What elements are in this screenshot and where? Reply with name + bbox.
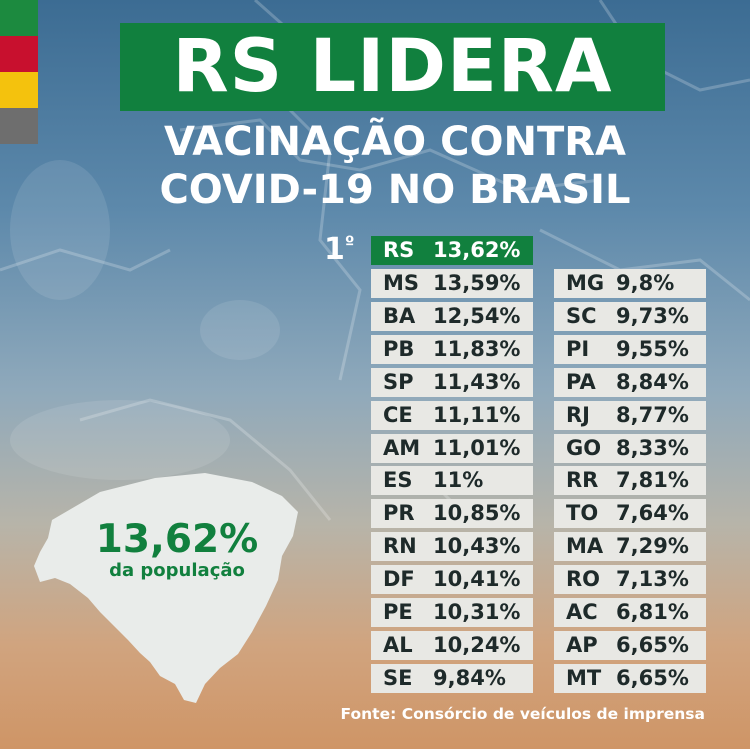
state-row: AP 6,65% — [554, 630, 706, 660]
state-pct: 10,43% — [433, 534, 521, 559]
state-uf: TO — [566, 501, 599, 526]
state-pct: 10,41% — [433, 567, 521, 592]
flag-stripe-red — [0, 36, 38, 72]
state-uf: AM — [383, 435, 421, 460]
state-row: ES 11% — [371, 466, 533, 496]
state-row: SC 9,73% — [554, 301, 706, 331]
state-uf: MS — [383, 271, 420, 295]
highlight-value: 13,62% — [95, 517, 259, 562]
state-uf: PE — [383, 600, 413, 624]
leader-uf: RS — [383, 238, 415, 262]
state-row: MT 6,65% — [554, 663, 706, 693]
state-uf: PA — [566, 369, 596, 394]
state-pct: 12,54% — [433, 303, 521, 328]
state-uf: AL — [383, 632, 413, 657]
state-pct: 7,81% — [616, 468, 689, 493]
state-pct: 7,64% — [616, 501, 689, 526]
state-pct: 6,65% — [616, 632, 689, 657]
leader-row: RS 13,62% — [371, 236, 533, 265]
state-row: AM 11,01% — [371, 433, 533, 463]
state-row: MS 13,59% — [371, 269, 533, 298]
state-uf: SE — [383, 665, 413, 690]
state-row: AC 6,81% — [554, 598, 706, 627]
state-row: PE 10,31% — [371, 598, 533, 627]
state-pct: 6,81% — [616, 600, 689, 624]
subtitle-line-2: COVID-19 NO BRASIL — [159, 167, 631, 213]
state-row: PB 11,83% — [371, 334, 533, 364]
headline: RS LIDERA — [120, 23, 665, 111]
state-uf: MT — [566, 665, 602, 690]
subtitle-line-1: VACINAÇÃO CONTRA — [164, 119, 626, 165]
state-uf: MA — [566, 534, 604, 559]
state-pct: 11% — [433, 468, 484, 493]
state-uf: PI — [566, 336, 590, 361]
state-uf: BA — [383, 303, 416, 328]
state-pct: 8,77% — [616, 402, 689, 427]
subtitle: VACINAÇÃO CONTRA COVID-19 NO BRASIL — [100, 118, 690, 214]
state-pct: 7,13% — [616, 567, 689, 592]
state-row: BA 12,54% — [371, 301, 533, 331]
state-pct: 10,85% — [433, 501, 521, 526]
state-pct: 9,73% — [616, 303, 689, 328]
state-row: PA 8,84% — [554, 367, 706, 397]
state-row: PR 10,85% — [371, 499, 533, 529]
state-pct: 10,24% — [433, 632, 521, 657]
rs-flag-stripes — [0, 0, 38, 144]
state-uf: SC — [566, 303, 597, 328]
state-row: MA 7,29% — [554, 532, 706, 562]
state-pct: 9,55% — [616, 336, 689, 361]
state-row: SE 9,84% — [371, 663, 533, 693]
flag-stripe-yellow — [0, 72, 38, 108]
state-pct: 7,29% — [616, 534, 689, 559]
state-row: AL 10,24% — [371, 630, 533, 660]
flag-stripe-gray — [0, 108, 38, 144]
state-uf: RR — [566, 468, 599, 493]
state-row: TO 7,64% — [554, 499, 706, 529]
state-uf: CE — [383, 402, 413, 427]
state-uf: MG — [566, 271, 605, 295]
state-pct: 10,31% — [433, 600, 521, 624]
state-uf: AP — [566, 632, 598, 657]
state-pct: 11,11% — [433, 402, 521, 427]
state-uf: RO — [566, 567, 601, 592]
state-uf: AC — [566, 600, 598, 624]
state-row: SP 11,43% — [371, 367, 533, 397]
state-row: PI 9,55% — [554, 334, 706, 364]
state-pct: 8,33% — [616, 435, 689, 460]
state-pct: 11,01% — [433, 435, 521, 460]
state-row: DF 10,41% — [371, 565, 533, 595]
state-row: RR 7,81% — [554, 466, 706, 496]
state-pct: 6,65% — [616, 665, 689, 690]
state-pct: 11,83% — [433, 336, 521, 361]
flag-stripe-green — [0, 0, 38, 36]
state-pct: 11,43% — [433, 369, 521, 394]
state-row: GO 8,33% — [554, 433, 706, 463]
highlight-label: da população — [109, 560, 245, 581]
state-pct: 8,84% — [616, 369, 689, 394]
state-uf: SP — [383, 369, 414, 394]
state-uf: RJ — [566, 402, 590, 427]
state-uf: PR — [383, 501, 415, 526]
state-uf: ES — [383, 468, 413, 493]
state-row: MG 9,8% — [554, 269, 706, 298]
state-uf: DF — [383, 567, 415, 592]
state-uf: PB — [383, 336, 415, 361]
state-pct: 9,84% — [433, 665, 506, 690]
leader-pct: 13,62% — [433, 238, 521, 262]
state-uf: RN — [383, 534, 417, 559]
state-pct: 9,8% — [616, 271, 675, 295]
rank-label: 1º — [324, 232, 355, 267]
state-row: RJ 8,77% — [554, 400, 706, 430]
source-note: Fonte: Consórcio de veículos de imprensa — [340, 705, 705, 723]
state-row: RN 10,43% — [371, 532, 533, 562]
state-uf: GO — [566, 435, 602, 460]
state-row: CE 11,11% — [371, 400, 533, 430]
state-row: RO 7,13% — [554, 565, 706, 595]
state-pct: 13,59% — [433, 271, 521, 295]
